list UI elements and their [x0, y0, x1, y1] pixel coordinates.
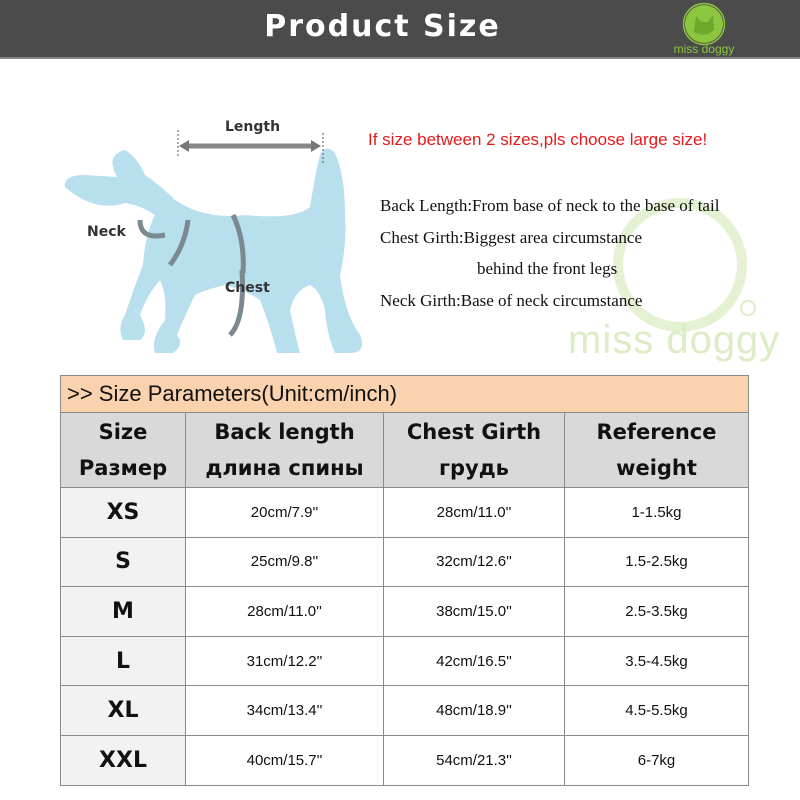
back-length-cell: 25cm/9.8'': [185, 536, 384, 588]
page-title: Product Size: [264, 9, 501, 44]
header-text: Size: [98, 420, 148, 444]
definition-chest-girth-cont: behind the front legs: [477, 259, 618, 278]
header-chest-girth: Chest Girth грудь: [383, 412, 565, 488]
header-bar: Product Size miss doggy: [0, 0, 800, 59]
definition-neck-girth: Neck Girth:Base of neck circumstance: [380, 291, 643, 310]
table-row: S 25cm/9.8'' 32cm/12.6'' 1.5-2.5kg: [60, 536, 749, 588]
dog-diagram: Length Neck Chest: [64, 119, 363, 353]
definition-chest-girth: Chest Girth:Biggest area circumstance: [380, 228, 642, 247]
weight-cell: 3.5-4.5kg: [564, 635, 749, 687]
back-length-cell: 31cm/12.2'': [185, 635, 384, 687]
chest-girth-cell: 38cm/15.0'': [383, 586, 565, 637]
back-length-cell: 40cm/15.7'': [185, 734, 384, 786]
header-text: Reference: [596, 420, 717, 444]
back-length-cell: 34cm/13.4'': [185, 685, 384, 736]
definition-back-length: Back Length:From base of neck to the bas…: [380, 196, 720, 215]
header-text-ru: Размер: [78, 456, 168, 480]
weight-cell: 4.5-5.5kg: [564, 685, 749, 736]
size-cell: XL: [60, 685, 186, 736]
weight-cell: 2.5-3.5kg: [564, 586, 749, 637]
weight-cell: 1.5-2.5kg: [564, 536, 749, 588]
brand-logo-icon: [682, 2, 726, 46]
header-reference-weight: Reference weight: [564, 412, 749, 488]
header-text: Chest Girth: [406, 420, 542, 444]
table-row: M 28cm/11.0'' 38cm/15.0'' 2.5-3.5kg: [60, 586, 749, 637]
header-text-ru: длина спины: [205, 456, 364, 480]
size-notice: If size between 2 sizes,pls choose large…: [368, 130, 708, 149]
chest-girth-cell: 32cm/12.6'': [383, 536, 565, 588]
size-cell: XXL: [60, 734, 186, 786]
chest-label: Chest: [225, 280, 270, 296]
header-text-2: weight: [616, 456, 697, 480]
table-header-row: Size Размер Back length длина спины Chest …: [60, 412, 749, 488]
weight-cell: 1-1.5kg: [564, 487, 749, 538]
size-cell: M: [60, 586, 186, 637]
chest-girth-cell: 48cm/18.9'': [383, 685, 565, 736]
header-size: Size Размер: [60, 412, 186, 488]
chest-girth-cell: 28cm/11.0'': [383, 487, 565, 538]
size-cell: S: [60, 536, 186, 588]
size-cell: XS: [60, 487, 186, 538]
table-caption: >> Size Parameters(Unit:cm/inch): [60, 375, 749, 413]
watermark-text: miss doggy: [568, 318, 781, 362]
size-table: >> Size Parameters(Unit:cm/inch) Size Раз…: [60, 375, 749, 786]
header-text-ru: грудь: [439, 456, 509, 480]
header-back-length: Back length длина спины: [185, 412, 384, 488]
table-row: XS 20cm/7.9'' 28cm/11.0'' 1-1.5kg: [60, 487, 749, 538]
dog-silhouette: [64, 148, 363, 353]
brand-logo-text: miss doggy: [673, 42, 735, 56]
table-row: XXL 40cm/15.7'' 54cm/21.3'' 6-7kg: [60, 734, 749, 786]
size-cell: L: [60, 635, 186, 687]
back-length-cell: 20cm/7.9'': [185, 487, 384, 538]
length-label: Length: [225, 119, 280, 135]
back-length-cell: 28cm/11.0'': [185, 586, 384, 637]
table-row: L 31cm/12.2'' 42cm/16.5'' 3.5-4.5kg: [60, 635, 749, 687]
chest-girth-cell: 42cm/16.5'': [383, 635, 565, 687]
weight-cell: 6-7kg: [564, 734, 749, 786]
chest-girth-cell: 54cm/21.3'': [383, 734, 565, 786]
neck-label: Neck: [87, 224, 127, 240]
watermark-logo-icon: [613, 198, 756, 332]
table-row: XL 34cm/13.4'' 48cm/18.9'' 4.5-5.5kg: [60, 685, 749, 736]
header-text: Back length: [214, 420, 355, 444]
